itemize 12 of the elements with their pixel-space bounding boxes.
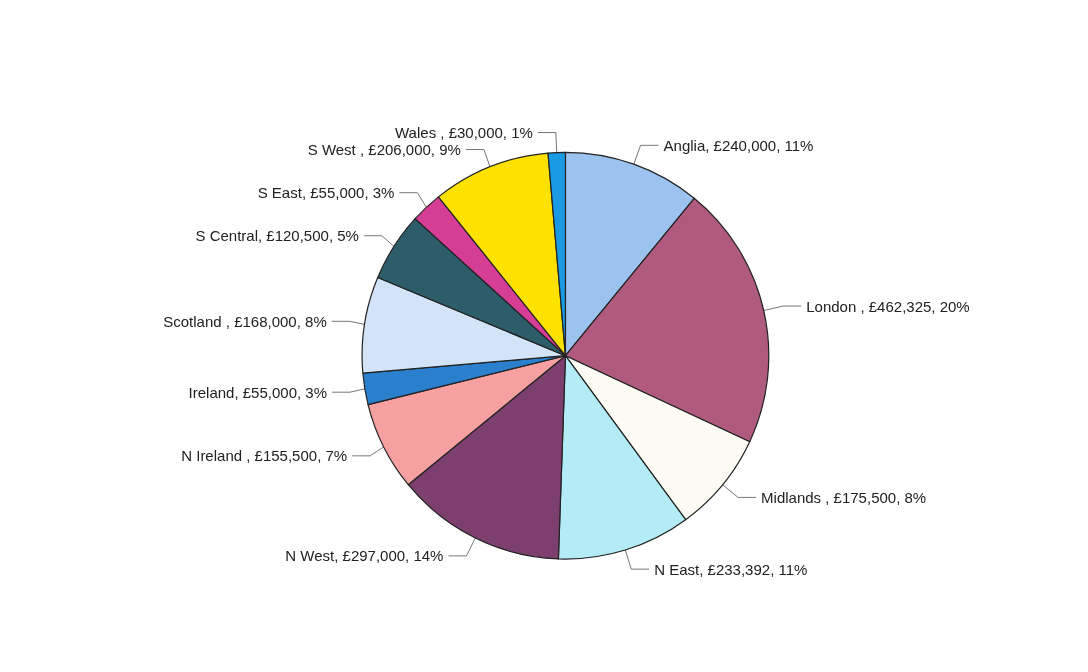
slice-label: S West , £206,000, 9% bbox=[307, 141, 461, 159]
slice-label: N East, £233,392, 11% bbox=[654, 560, 808, 578]
slice-label: S Central, £120,500, 5% bbox=[195, 227, 359, 245]
slice-label: N West, £297,000, 14% bbox=[285, 547, 444, 565]
slice-label: N Ireland , £155,500, 7% bbox=[181, 447, 348, 465]
slice-label: S East, £55,000, 3% bbox=[257, 184, 395, 202]
slice-label: Midlands , £175,500, 8% bbox=[761, 488, 927, 506]
slice-label: Wales , £30,000, 1% bbox=[395, 124, 533, 142]
slice-label: Scotland , £168,000, 8% bbox=[163, 312, 327, 330]
slice-label: London , £462,325, 20% bbox=[806, 297, 970, 315]
slice-label: Anglia, £240,000, 11% bbox=[663, 136, 814, 154]
slice-label: Ireland, £55,000, 3% bbox=[188, 383, 328, 401]
